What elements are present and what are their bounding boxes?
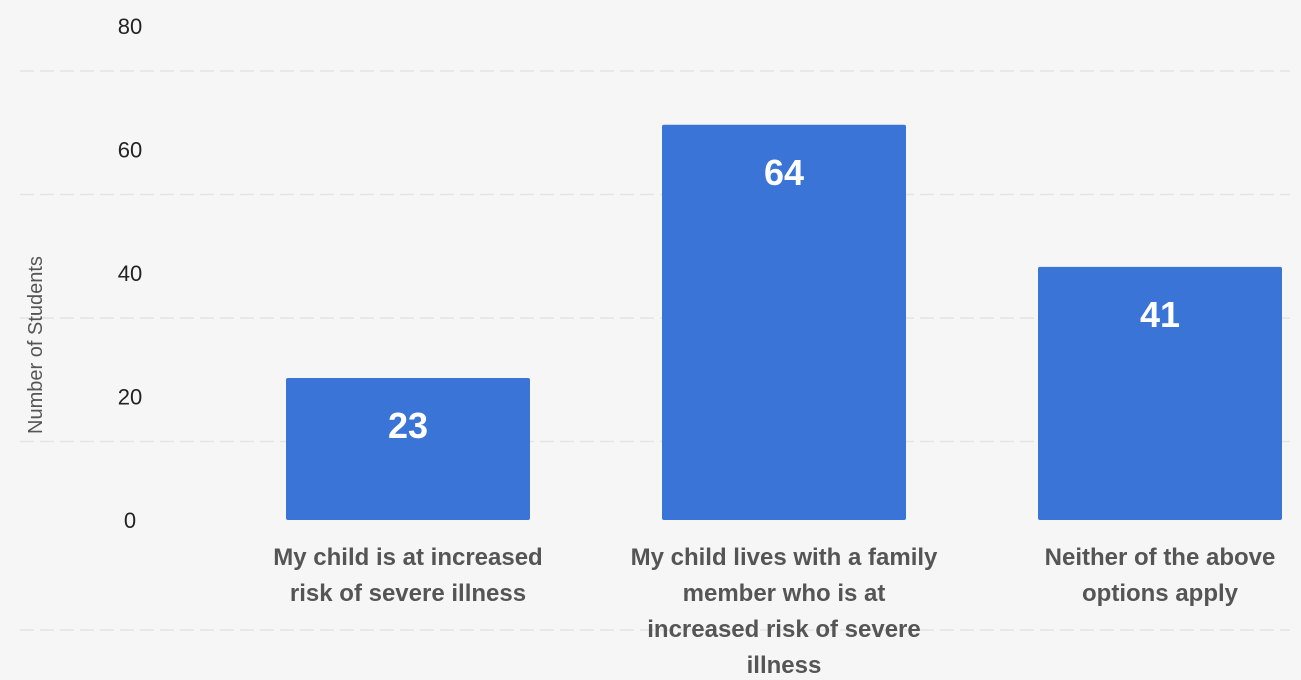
x-category-label-line: member who is at: [683, 580, 886, 607]
x-category-label: My child is at increased risk of severe i…: [273, 544, 542, 607]
x-category-label: My child lives with a family member who i…: [631, 544, 938, 679]
y-tick-label: 60: [118, 138, 142, 163]
y-axis-ticks: 0 20 40 60 80: [118, 14, 142, 533]
x-category-label-line: My child lives with a family: [631, 544, 938, 571]
data-labels: 23 64 41: [388, 152, 1180, 446]
x-category-label: Neither of the above options apply: [1045, 544, 1276, 607]
y-axis-label: Number of Students: [25, 256, 47, 434]
data-label: 64: [764, 152, 804, 193]
x-category-label-line: illness: [747, 652, 822, 679]
x-category-label-line: options apply: [1082, 580, 1239, 607]
bar: [286, 377, 530, 520]
y-tick-label: 0: [124, 508, 136, 533]
x-category-label-line: increased risk of severe: [647, 616, 921, 643]
x-category-label-line: Neither of the above: [1045, 544, 1276, 571]
bar: [662, 124, 906, 521]
bar: [1038, 266, 1282, 520]
bars: [286, 124, 1282, 521]
data-label: 23: [388, 405, 428, 446]
y-tick-label: 40: [118, 261, 142, 286]
y-tick-label: 20: [118, 385, 142, 410]
x-category-label-line: My child is at increased: [273, 544, 542, 571]
data-label: 41: [1140, 294, 1180, 335]
gridlines: [20, 70, 1290, 631]
x-axis-categories: My child is at increased risk of severe i…: [273, 544, 1275, 679]
x-category-label-line: risk of severe illness: [290, 580, 526, 607]
y-tick-label: 80: [118, 14, 142, 39]
